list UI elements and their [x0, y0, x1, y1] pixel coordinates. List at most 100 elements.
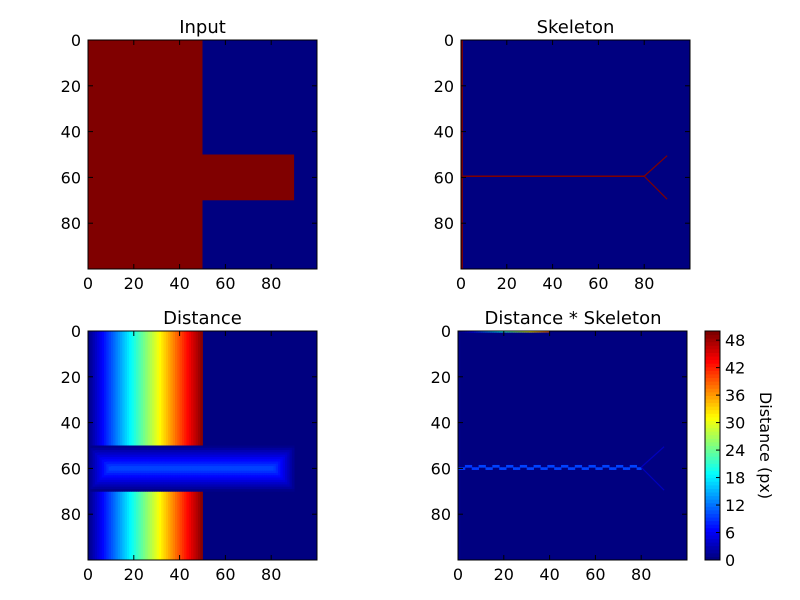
distance-cell: [181, 470, 185, 474]
distance-cell: [287, 486, 290, 490]
distance-cell: [197, 456, 201, 460]
distance-cell: [246, 454, 249, 458]
distance-cell: [223, 461, 226, 465]
distance-cell: [229, 477, 233, 481]
distance-cell: [284, 486, 288, 490]
distance-cell: [268, 456, 272, 460]
distance-cell: [268, 472, 272, 476]
distance-cell: [246, 477, 249, 481]
distance-cell: [223, 447, 226, 451]
distance-cell: [106, 479, 110, 483]
distance-cell: [211, 452, 215, 456]
distance-cell: [250, 482, 254, 485]
distance-cell: [158, 479, 162, 483]
distance-cell: [209, 452, 213, 456]
distance-cell: [149, 445, 153, 449]
distance-cell: [225, 472, 229, 476]
x-tick-label: 0: [456, 274, 466, 293]
distance-cell: [126, 468, 130, 472]
skeleton-value-cell: [522, 464, 525, 468]
distance-cell: [154, 459, 158, 462]
distance-cell: [142, 472, 146, 476]
distance-cell: [186, 447, 190, 451]
distance-cell: [202, 450, 206, 453]
distance-cell: [220, 489, 224, 492]
colorbar-label: Distance (px): [756, 392, 775, 499]
distance-cell: [227, 463, 231, 467]
distance-cell: [145, 482, 148, 485]
distance-cell: [175, 447, 178, 451]
skeleton-value-cell: [622, 467, 626, 470]
distance-cell: [158, 482, 162, 485]
distance-cell: [122, 463, 126, 467]
distance-cell: [232, 445, 235, 449]
distance-cell: [239, 489, 242, 492]
distance-cell: [220, 463, 224, 467]
distance-cell: [264, 463, 268, 467]
distance-cell: [204, 454, 208, 458]
distance-cell: [284, 472, 288, 476]
distance-cell: [101, 477, 105, 481]
distance-cell: [170, 472, 174, 476]
distance-cell: [170, 456, 174, 460]
distance-cell: [154, 463, 158, 467]
distance-cell: [186, 489, 190, 492]
distance-cell: [149, 479, 153, 483]
distance-cell: [232, 454, 235, 458]
distance-cell: [211, 463, 215, 467]
distance-cell: [282, 477, 286, 481]
distance-cell: [145, 479, 148, 483]
skeleton-top-cell: [476, 331, 480, 333]
skeleton-top-cell: [501, 331, 505, 333]
distance-cell: [113, 484, 116, 488]
distance-cell: [120, 454, 123, 458]
distance-cell: [161, 489, 164, 492]
distance-cell: [129, 472, 132, 476]
distance-cell: [129, 461, 132, 465]
distance-cell: [278, 450, 281, 453]
distance-cell: [218, 475, 222, 478]
distance-cell: [280, 463, 284, 467]
skeleton-top-cell: [531, 331, 534, 333]
distance-cell: [284, 466, 288, 469]
distance-cell: [197, 452, 201, 456]
distance-cell: [172, 486, 176, 490]
distance-cell: [268, 475, 272, 478]
distance-cell: [239, 470, 242, 474]
distance-cell: [243, 475, 247, 478]
y-tick-label: 40: [431, 414, 451, 433]
distance-cell: [126, 466, 130, 469]
distance-cell: [229, 459, 233, 462]
distance-cell: [115, 470, 119, 474]
distance-cell: [250, 452, 254, 456]
y-tick-label: 0: [71, 31, 81, 50]
distance-cell: [181, 459, 185, 462]
skeleton-value-cell: [632, 464, 635, 468]
distance-cell: [218, 468, 222, 472]
distance-cell: [202, 468, 206, 472]
distance-cell: [259, 484, 263, 488]
distance-cell: [120, 489, 123, 492]
distance-cell: [241, 450, 245, 453]
distance-cell: [257, 470, 261, 474]
distance-cell: [168, 470, 171, 474]
distance-cell: [131, 454, 135, 458]
distance-cell: [282, 484, 286, 488]
distance-cell: [213, 466, 217, 469]
distance-cell: [278, 466, 281, 469]
distance-cell: [216, 472, 219, 476]
distance-cell: [152, 484, 155, 488]
distance-cell: [273, 484, 277, 488]
distance-cell: [145, 456, 148, 460]
skeleton-value-cell: [638, 467, 642, 470]
distance-cell: [188, 466, 192, 469]
distance-cell: [291, 452, 295, 456]
distance-cell: [234, 482, 238, 485]
distance-cell: [262, 463, 265, 467]
distance-cell: [131, 489, 135, 492]
distance-cell: [92, 445, 96, 449]
distance-cell: [193, 445, 197, 449]
distance-cell: [156, 468, 160, 472]
distance-cell: [268, 459, 272, 462]
distance-cell: [268, 447, 272, 451]
